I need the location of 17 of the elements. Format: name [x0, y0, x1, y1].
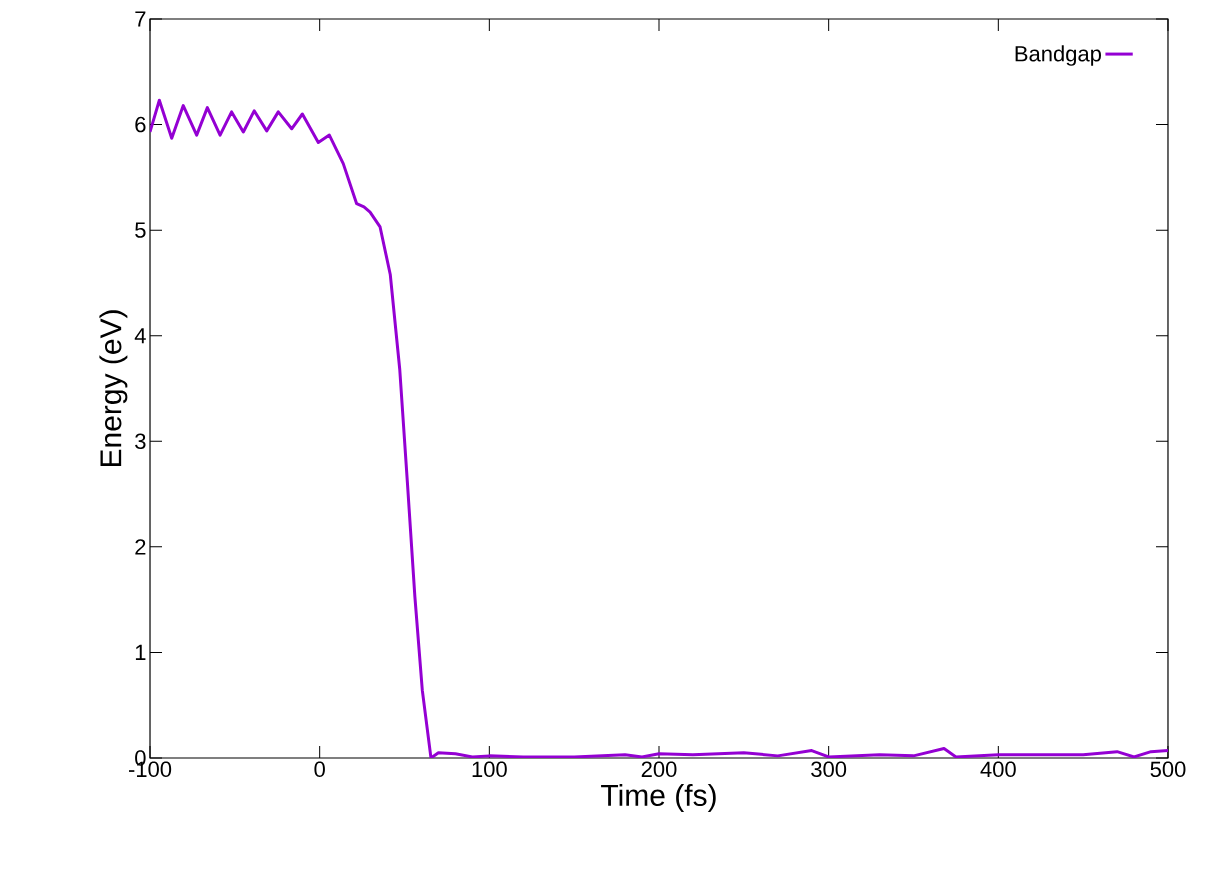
- y-tick-label: 5: [135, 222, 146, 238]
- y-tick-label: 6: [135, 116, 146, 133]
- x-tick-label: 0: [314, 761, 325, 778]
- x-axis-title: Time (fs): [601, 783, 716, 812]
- x-tick-label: 500: [1150, 761, 1186, 778]
- x-tick-label: 400: [980, 761, 1016, 778]
- y-tick-label: 4: [134, 328, 146, 344]
- x-tick-label: 200: [641, 761, 677, 778]
- x-tick-label: 300: [811, 761, 847, 778]
- y-axis-title: Energy (eV): [99, 310, 128, 467]
- y-tick-label: 1: [135, 644, 146, 660]
- y-tick-label: 3: [135, 433, 146, 450]
- line-series: [150, 98, 1168, 758]
- x-tick-label: 100: [472, 761, 507, 778]
- legend-label: Bandgap: [1015, 45, 1101, 66]
- y-tick-label: 2: [135, 539, 146, 555]
- y-tick-label: 7: [135, 11, 146, 27]
